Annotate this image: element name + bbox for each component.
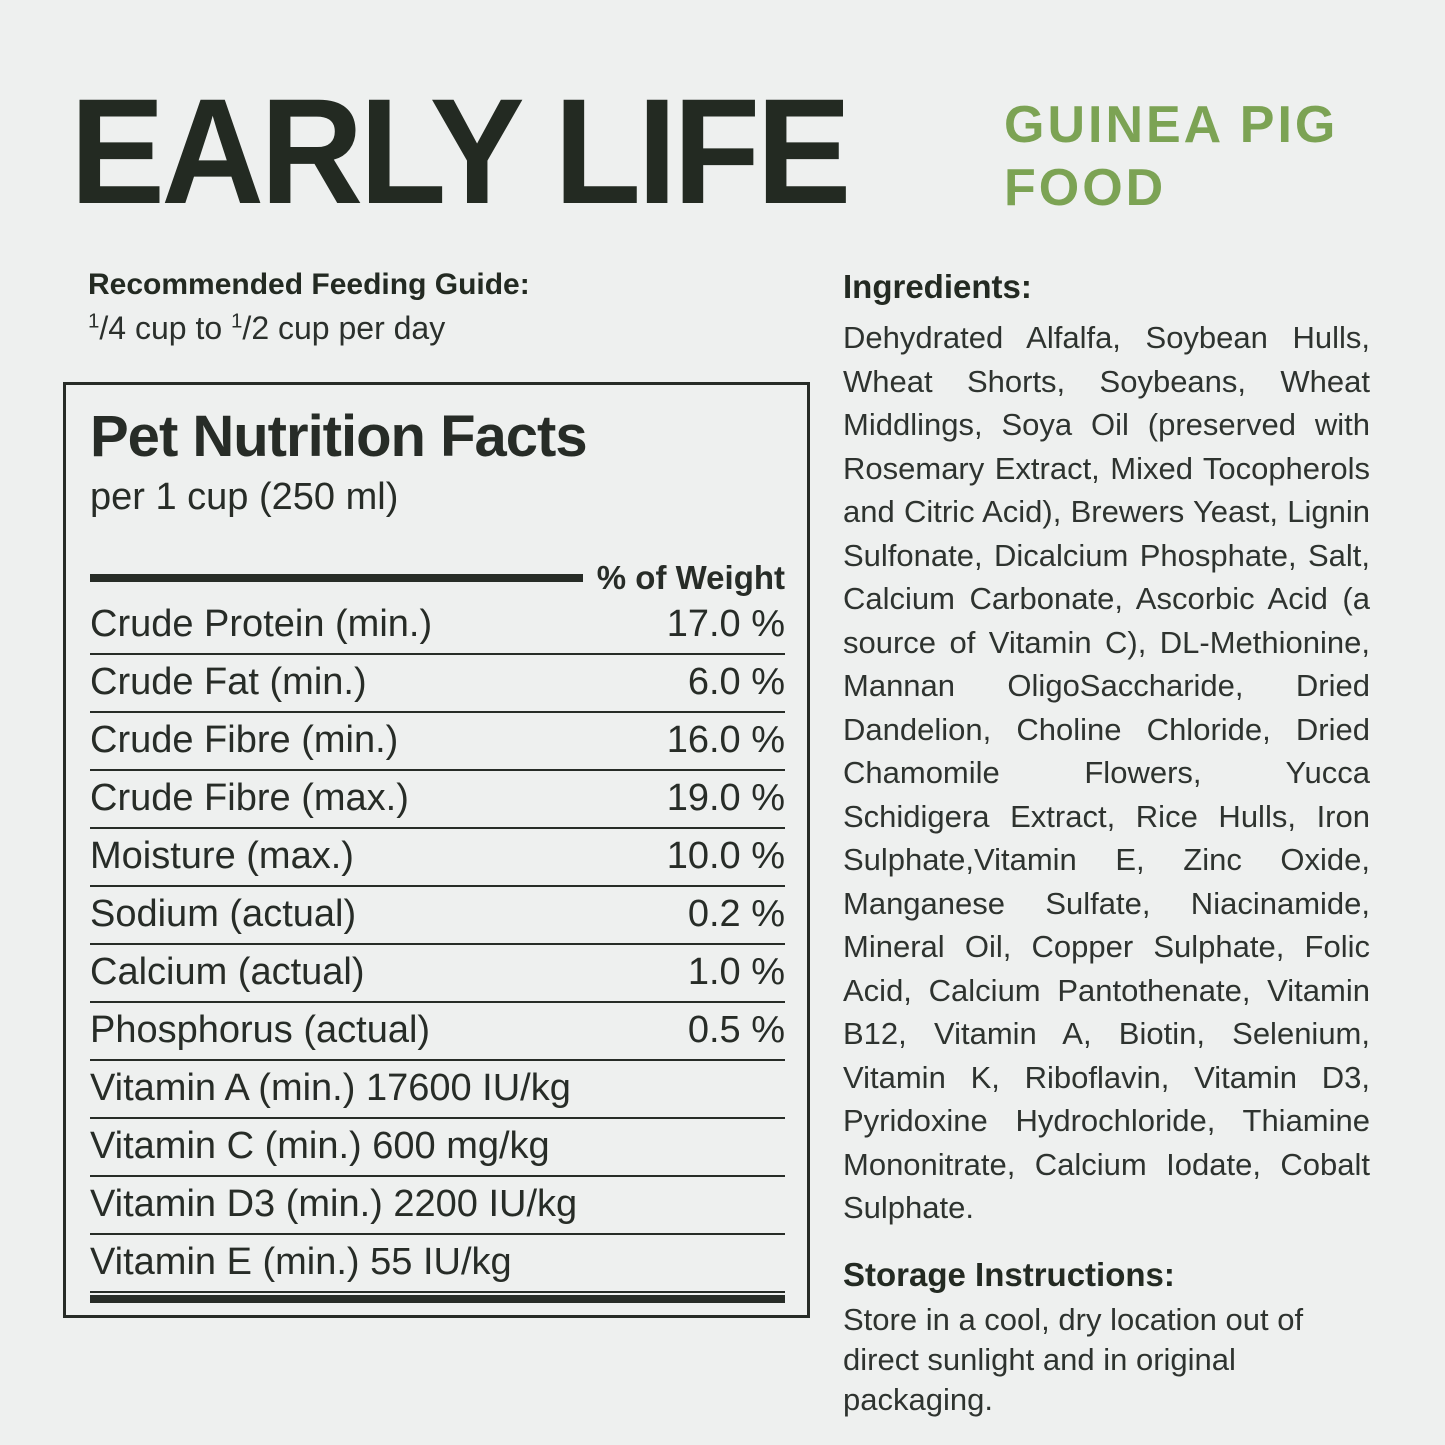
fraction-rest: /2 cup per day — [242, 310, 446, 346]
product-subtitle: GUINEA PIG FOOD — [1004, 96, 1339, 218]
nutrition-facts-title: Pet Nutrition Facts — [90, 404, 588, 469]
nutrient-value: 6.0 % — [687, 660, 785, 703]
nutrient-value: 0.2 % — [687, 892, 785, 935]
ingredients-column: Ingredients: Dehydrated Alfalfa, Soybean… — [843, 268, 1370, 1420]
ingredients-heading: Ingredients: — [843, 268, 1032, 305]
nutrient-label: Sodium (actual) — [90, 892, 357, 935]
nutrient-value: 10.0 % — [666, 834, 785, 877]
fraction-numerator: 1 — [231, 309, 243, 333]
table-row: Crude Protein (min.) 17.0 % — [90, 597, 785, 655]
table-header-row: % of Weight — [90, 559, 785, 597]
table-row: Sodium (actual) 0.2 % — [90, 887, 785, 945]
ingredients-text: Dehydrated Alfalfa, Soybean Hulls, Wheat… — [843, 320, 1370, 1225]
nutrient-label: Phosphorus (actual) — [90, 1008, 431, 1051]
table-row: Calcium (actual) 1.0 % — [90, 945, 785, 1003]
serving-size: per 1 cup (250 ml) — [90, 475, 399, 518]
feeding-guide-heading: Recommended Feeding Guide: — [88, 268, 530, 301]
nutrient-label: Vitamin C (min.) 600 mg/kg — [90, 1124, 550, 1167]
table-row: Phosphorus (actual) 0.5 % — [90, 1003, 785, 1061]
nutrient-label: Vitamin A (min.) 17600 IU/kg — [90, 1066, 571, 1109]
nutrient-label: Crude Fibre (min.) — [90, 718, 399, 761]
nutrient-label: Crude Protein (min.) — [90, 602, 433, 645]
table-row: Crude Fibre (max.) 19.0 % — [90, 771, 785, 829]
nutrient-value: 0.5 % — [687, 1008, 785, 1051]
storage-heading: Storage Instructions: — [843, 1255, 1175, 1293]
storage-instructions: Storage Instructions: Store in a cool, d… — [843, 1256, 1370, 1420]
nutrient-label: Crude Fat (min.) — [90, 660, 367, 703]
storage-text: Store in a cool, dry location out of dir… — [843, 1301, 1304, 1417]
table-row: Crude Fibre (min.) 16.0 % — [90, 713, 785, 771]
nutrient-label: Vitamin D3 (min.) 2200 IU/kg — [90, 1182, 578, 1225]
nutrition-facts-panel: Pet Nutrition Facts per 1 cup (250 ml) %… — [63, 382, 810, 1318]
feeding-guide-amount: 1/4 cup to 1/2 cup per day — [88, 310, 788, 347]
table-row: Moisture (max.) 10.0 % — [90, 829, 785, 887]
nutrient-value: 17.0 % — [666, 602, 785, 645]
table-row: Vitamin A (min.) 17600 IU/kg — [90, 1061, 785, 1119]
nutrient-value: 19.0 % — [666, 776, 785, 819]
nutrient-label: Calcium (actual) — [90, 950, 365, 993]
feeding-guide: Recommended Feeding Guide: 1/4 cup to 1/… — [88, 268, 788, 347]
table-row: Crude Fat (min.) 6.0 % — [90, 655, 785, 713]
table-row: Vitamin D3 (min.) 2200 IU/kg — [90, 1177, 785, 1235]
bottom-rule — [90, 1294, 785, 1303]
nutrient-label: Crude Fibre (max.) — [90, 776, 409, 819]
header-rule — [90, 573, 583, 582]
percent-of-weight-header: % of Weight — [596, 558, 785, 596]
product-title: EARLY LIFE — [70, 67, 851, 235]
table-row: Vitamin E (min.) 55 IU/kg — [90, 1235, 785, 1293]
fraction-rest: /4 cup to — [99, 310, 232, 346]
nutrient-label: Vitamin E (min.) 55 IU/kg — [90, 1240, 512, 1283]
nutrient-label: Moisture (max.) — [90, 834, 354, 877]
nutrient-value: 16.0 % — [666, 718, 785, 761]
table-row: Vitamin C (min.) 600 mg/kg — [90, 1119, 785, 1177]
fraction-numerator: 1 — [88, 309, 100, 333]
nutrient-value: 1.0 % — [687, 950, 785, 993]
